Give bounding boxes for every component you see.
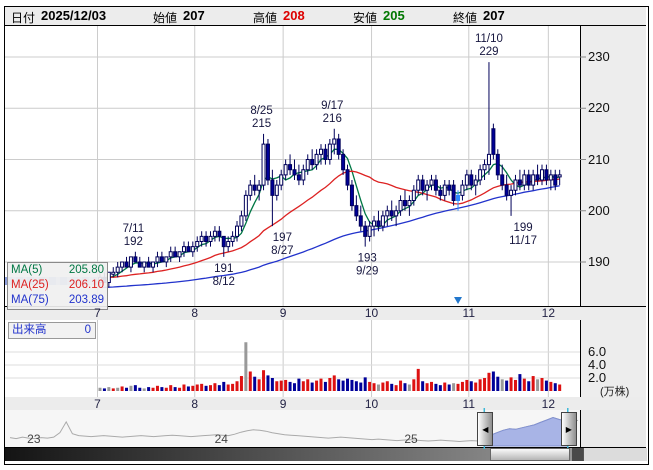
ma75-label: MA(75)	[11, 294, 49, 306]
close-value: 207	[483, 8, 505, 23]
ma75-value: 203.89	[68, 294, 104, 306]
price-y-axis-label: 220	[588, 100, 610, 116]
range-navigator[interactable]	[5, 410, 581, 448]
x-axis-month-label: 10	[364, 397, 379, 411]
ma-legend: MA(5) 205.80 MA(25) 206.10 MA(75) 203.89	[7, 262, 108, 310]
navigator-year-label: 23	[27, 432, 41, 446]
x-axis-month-label: 7	[94, 397, 101, 411]
price-y-axis-panel	[581, 25, 646, 306]
x-axis-month-label: 10	[364, 306, 379, 320]
navigator-year-label: 25	[404, 432, 418, 446]
x-axis-month-label: 7	[94, 306, 101, 320]
navigator-year-label: 24	[214, 432, 228, 446]
volume-y-axis-panel	[581, 320, 646, 397]
ma5-value: 205.80	[68, 264, 104, 276]
navigator-right-cell	[581, 410, 646, 448]
ma5-label: MA(5)	[11, 264, 43, 276]
volume-unit-label: (万株)	[600, 386, 630, 398]
date-value: 2025/12/03	[41, 8, 107, 23]
volume-value: 0	[84, 324, 91, 336]
price-y-axis-label: 210	[588, 151, 610, 167]
low-value: 205	[383, 8, 405, 23]
volume-y-axis-label: 6.0	[588, 344, 607, 359]
scrollbar-right-cell	[583, 448, 647, 461]
x-axis-month-label: 11	[462, 306, 475, 320]
price-y-axis-label: 200	[588, 202, 610, 218]
x-axis-month-label: 8	[191, 306, 199, 320]
volume-label: 出来高	[12, 324, 47, 336]
x-axis-month-label: 12	[541, 306, 556, 320]
volume-value-box: 出来高 0	[8, 322, 96, 339]
scrollbar-thumb[interactable]	[490, 448, 570, 461]
horizontal-scrollbar-track[interactable]	[5, 448, 583, 461]
window-frame	[4, 6, 649, 465]
volume-y-axis-label: 2.0	[588, 370, 607, 385]
x-axis-month-label: 8	[191, 397, 199, 411]
price-y-axis-label: 190	[588, 254, 610, 269]
scrollbar-end-block	[572, 448, 583, 461]
high-label: 高値	[253, 11, 278, 25]
date-label: 日付	[11, 11, 36, 25]
price-y-axis-label: 230	[588, 49, 610, 64]
x-axis-month-label: 11	[462, 397, 475, 411]
high-value: 208	[283, 8, 305, 23]
open-value: 207	[183, 8, 205, 23]
open-label: 始値	[153, 11, 178, 25]
low-label: 安値	[353, 11, 378, 25]
quote-info-bar: 日付 2025/12/03 始値 207 高値 208 安値 205 終値 20…	[5, 7, 646, 26]
ma25-value: 206.10	[68, 279, 104, 291]
navigator-right-handle[interactable]: ▶	[560, 412, 577, 446]
ma25-label: MA(25)	[11, 279, 49, 291]
volume-y-axis-label: 4.0	[588, 357, 607, 372]
close-label: 終値	[453, 11, 478, 25]
navigator-left-handle[interactable]: ◀	[477, 412, 494, 446]
x-axis-month-label: 9	[279, 306, 287, 320]
x-axis-month-label: 9	[279, 397, 287, 411]
x-axis-month-label: 12	[541, 397, 556, 411]
